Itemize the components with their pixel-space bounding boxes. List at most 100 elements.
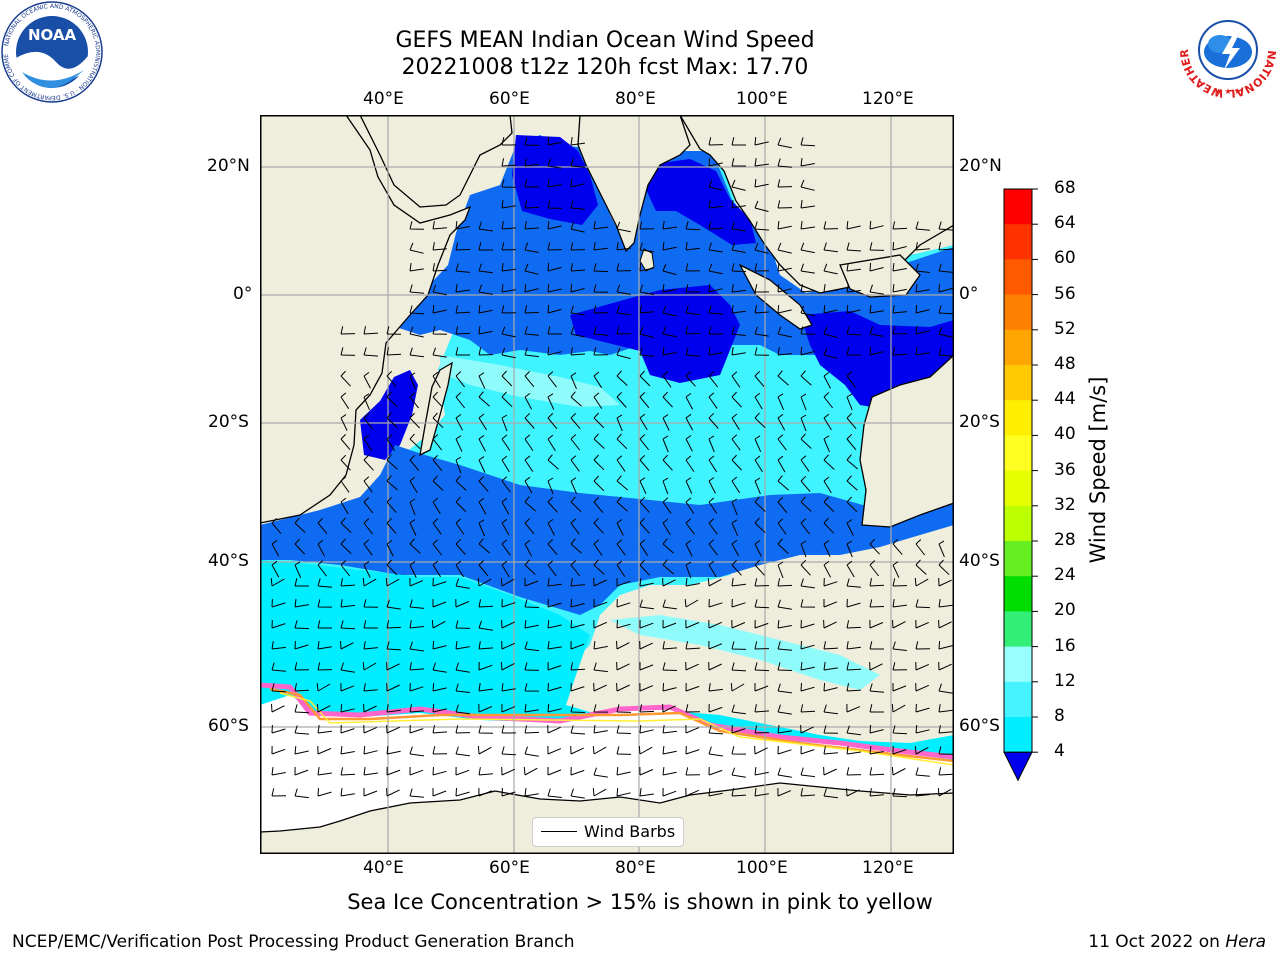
wind-barb — [547, 413, 558, 430]
wind-barb — [409, 662, 425, 671]
wind-barb — [616, 455, 626, 472]
wind-barb — [915, 539, 926, 556]
wind-barb — [616, 475, 629, 491]
wind-barb — [915, 559, 927, 575]
wind-barb — [340, 560, 351, 577]
wind-barb — [846, 725, 861, 736]
wind-barb — [685, 787, 700, 797]
wind-barb — [938, 540, 945, 558]
wind-barb — [616, 787, 631, 797]
wind-barb — [639, 640, 653, 650]
wind-barb — [432, 662, 447, 673]
wind-barb — [501, 476, 511, 493]
wind-barb — [432, 263, 448, 272]
wind-barb — [501, 434, 511, 451]
wind-barb — [524, 326, 539, 336]
wind-barb — [547, 393, 555, 410]
wind-barb — [800, 704, 816, 713]
wind-barb — [547, 560, 557, 577]
wind-barb — [547, 221, 562, 230]
wind-barb — [524, 578, 539, 587]
wind-barb — [409, 305, 425, 315]
wind-barb — [891, 766, 906, 776]
wind-barb — [731, 767, 746, 778]
wind-barb — [524, 221, 540, 230]
wind-barb — [524, 683, 540, 692]
wind-barb — [869, 578, 885, 587]
wind-barb — [317, 560, 327, 577]
wind-barb — [800, 496, 812, 512]
wind-barb — [823, 284, 838, 293]
wind-barb — [708, 305, 724, 315]
wind-barb — [800, 393, 807, 411]
wind-barb — [639, 370, 651, 387]
wind-barb — [501, 598, 516, 608]
wind-barb — [570, 682, 585, 692]
wind-barb — [478, 560, 489, 577]
wind-barb — [662, 435, 669, 453]
wind-barb — [386, 475, 399, 491]
wind-barb — [915, 242, 930, 251]
wind-barb — [616, 221, 631, 233]
wind-barb — [731, 347, 746, 356]
wind-barb — [846, 683, 862, 692]
wind-barb — [846, 787, 860, 797]
wind-barb — [754, 767, 769, 776]
wind-barb — [869, 538, 880, 555]
wind-barb — [524, 412, 535, 429]
wind-barb — [455, 347, 470, 356]
wind-barb — [800, 745, 815, 755]
wind-barb — [500, 577, 515, 587]
lat-label-left-20n: 20°N — [207, 156, 250, 176]
wind-barb — [938, 305, 954, 315]
wind-barb — [363, 620, 378, 629]
wind-barb — [340, 640, 354, 650]
wind-barb — [501, 263, 516, 272]
wind-barb — [754, 477, 761, 495]
wind-barb — [846, 578, 861, 588]
wind-barb — [731, 391, 742, 408]
wind-barb — [754, 158, 769, 167]
wind-barb — [409, 433, 421, 450]
wind-barb — [478, 434, 486, 452]
wind-barb — [524, 539, 533, 557]
wind-barb — [777, 518, 787, 535]
wind-barb — [708, 661, 722, 671]
wind-barb — [938, 242, 954, 251]
wind-barb — [892, 347, 908, 356]
lon-label-top-100: 100°E — [736, 89, 788, 109]
wind-barb — [616, 414, 623, 432]
wind-barb — [915, 788, 930, 797]
wind-barb — [501, 455, 510, 473]
wind-barb — [593, 517, 604, 534]
wind-barb — [639, 539, 649, 556]
wind-barb — [524, 746, 539, 757]
wind-barb — [684, 599, 699, 608]
wind-barb — [386, 391, 398, 407]
wind-barb — [777, 284, 792, 293]
wind-barb — [639, 305, 654, 314]
wind-barb — [823, 517, 834, 534]
wind-barb — [524, 620, 539, 629]
wind-barb — [386, 326, 402, 335]
wind-barb — [593, 598, 608, 608]
wind-barb — [294, 620, 310, 630]
wind-barb — [777, 263, 792, 272]
colorbar-segment — [1004, 365, 1032, 401]
wind-barb — [524, 392, 533, 410]
wind-barb — [271, 641, 286, 650]
wind-barb — [708, 137, 724, 146]
wind-barb — [823, 599, 838, 608]
wind-barb — [800, 518, 810, 535]
wind-barb — [478, 242, 493, 251]
wind-barb — [478, 519, 485, 537]
wind-barb — [478, 641, 494, 650]
wind-barb — [685, 767, 701, 776]
wind-barb — [340, 767, 356, 776]
wind-barb — [386, 661, 400, 671]
wind-barb — [846, 560, 855, 578]
wind-barb — [731, 137, 746, 146]
wind-barb — [754, 683, 769, 692]
wind-barb — [662, 326, 677, 338]
wind-barb — [593, 767, 608, 778]
